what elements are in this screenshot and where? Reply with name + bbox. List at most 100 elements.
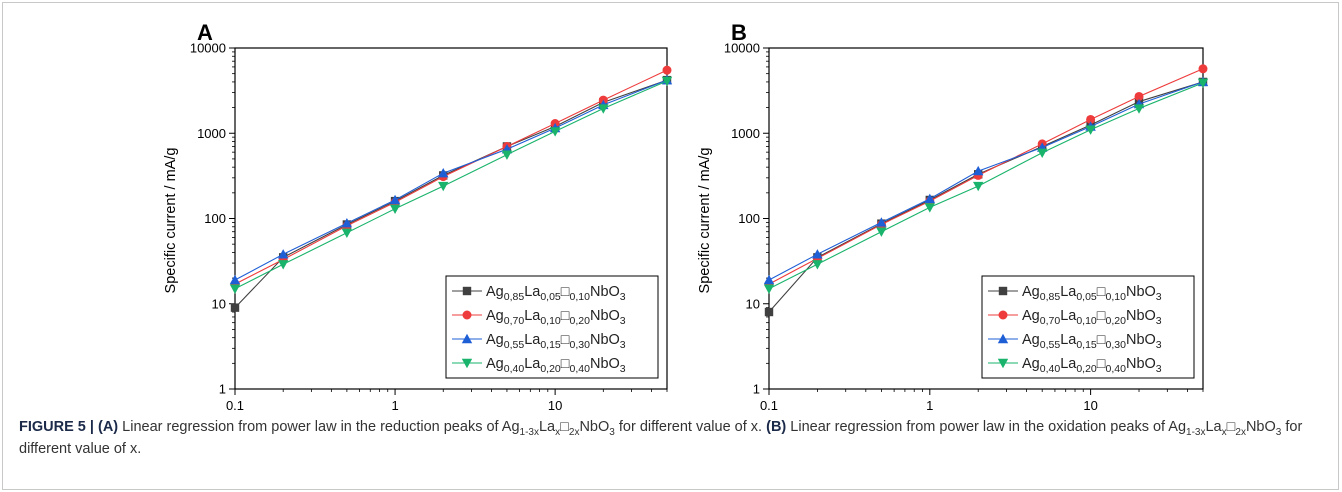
caption-a-sub-3: 2x <box>568 426 580 438</box>
caption-b-text-5: for different value of x. <box>19 419 1303 457</box>
y-tick-label: 10 <box>746 296 760 311</box>
caption-figure-label: FIGURE 5 | <box>19 419 98 435</box>
caption-b-sub-3: 2x <box>1235 426 1246 438</box>
legend-entry: Ag0,70La0,10□0,20NbO3 <box>452 308 626 327</box>
legend-label: Ag0,85La0,05□0,10NbO3 <box>486 284 626 303</box>
series-line <box>234 80 668 290</box>
y-tick-label: 10000 <box>724 41 760 56</box>
data-point <box>763 284 775 294</box>
x-tick-label: 1 <box>391 398 398 413</box>
data-point <box>661 76 673 87</box>
legend-label: Ag0,85La0,05□0,10NbO3 <box>1022 284 1162 303</box>
data-point <box>924 203 936 213</box>
series-line <box>768 82 1204 290</box>
data-point <box>549 127 561 137</box>
data-point <box>277 260 289 270</box>
data-point <box>230 303 240 312</box>
caption-a-sub-2: x <box>555 426 561 438</box>
data-point <box>1133 104 1145 114</box>
caption-a-text-1: Linear regression from power law in the … <box>118 419 520 435</box>
data-point <box>876 227 887 237</box>
data-point <box>812 260 823 270</box>
legend-entry: Ag0,85La0,05□0,10NbO3 <box>452 284 626 303</box>
x-tick-label: 10 <box>548 398 562 413</box>
legend-box <box>981 275 1195 379</box>
data-point <box>501 150 513 160</box>
data-point <box>1036 148 1048 158</box>
x-tick-label: 0.1 <box>226 398 244 413</box>
caption-b-text-2: La <box>1205 419 1222 435</box>
y-tick-label: 10 <box>212 296 226 311</box>
y-axis-label: Specific current / mA/g <box>697 148 713 294</box>
legend: Ag0,85La0,05□0,10NbO3 Ag0,70La0,10□0,20Nb… <box>445 275 659 379</box>
y-tick-label: 100 <box>738 211 760 226</box>
x-tick-label: 1 <box>926 398 933 413</box>
legend-entry: Ag0,85La0,05□0,10NbO3 <box>988 284 1162 303</box>
legend-label: Ag0,70La0,10□0,20NbO3 <box>1022 308 1162 327</box>
data-point <box>229 274 241 285</box>
legend-label: Ag0,70La0,10□0,20NbO3 <box>486 308 626 327</box>
panel-label: B <box>731 20 747 45</box>
panel-label: A <box>197 20 213 45</box>
y-tick-label: 1 <box>219 382 226 397</box>
data-point <box>438 181 449 192</box>
data-point <box>1085 125 1096 135</box>
series-line <box>234 79 668 309</box>
y-tick-label: 1000 <box>197 126 226 141</box>
series-2 <box>764 64 1208 289</box>
legend-marker <box>997 358 1009 369</box>
data-point <box>812 249 823 259</box>
data-point <box>1086 114 1096 124</box>
legend-marker <box>998 310 1008 320</box>
data-point <box>973 165 984 176</box>
data-point <box>438 167 449 178</box>
data-point <box>876 217 887 227</box>
data-point <box>662 65 672 75</box>
legend: Ag0,85La0,05□0,10NbO3 Ag0,70La0,10□0,20Nb… <box>981 275 1195 379</box>
caption-a-text-2: La <box>538 419 556 435</box>
legend-box <box>445 275 659 379</box>
data-point <box>389 194 401 205</box>
caption-a-text-4: NbO <box>579 419 610 435</box>
data-point <box>764 307 774 317</box>
y-tick-label: 1000 <box>731 126 760 141</box>
caption-a-text-5: for different value of x. <box>614 419 767 435</box>
legend-label: Ag0,55La0,15□0,30NbO3 <box>486 332 626 351</box>
caption-b-sub-1: 1-3x <box>1186 426 1206 438</box>
caption-b-text-4: NbO <box>1245 419 1276 435</box>
legend-marker <box>998 286 1008 296</box>
caption-b-sub-4: 3 <box>1275 426 1282 438</box>
data-point <box>924 193 936 204</box>
caption-a-sub-1: 1-3x <box>519 426 539 438</box>
legend-entry: Ag0,70La0,10□0,20NbO3 <box>988 308 1162 327</box>
legend-label: Ag0,55La0,15□0,30NbO3 <box>1022 332 1162 351</box>
x-tick-label: 10 <box>1083 398 1097 413</box>
data-point <box>763 274 775 285</box>
data-point <box>598 104 609 114</box>
legend-entry: Ag0,55La0,15□0,30NbO3 <box>988 332 1162 351</box>
data-point <box>277 249 289 259</box>
caption-part-a-label: (A) <box>98 419 119 435</box>
data-point <box>1198 64 1208 74</box>
legend-entry: Ag0,40La0,20□0,40NbO3 <box>452 356 626 375</box>
data-point <box>973 181 984 192</box>
y-tick-label: 10000 <box>190 41 226 56</box>
legend-marker <box>997 333 1009 344</box>
legend-entry: Ag0,55La0,15□0,30NbO3 <box>452 332 626 351</box>
legend-label: Ag0,40La0,20□0,40NbO3 <box>486 356 626 375</box>
x-tick-label: 0.1 <box>760 398 778 413</box>
y-tick-label: 100 <box>204 211 226 226</box>
data-point <box>341 228 353 238</box>
series-4 <box>229 76 673 294</box>
caption-b-text-1: Linear regression from power law in the … <box>786 419 1187 435</box>
legend-marker <box>461 358 473 369</box>
caption-a-text-3: □ <box>560 419 569 435</box>
series-4 <box>763 78 1209 294</box>
caption-b-sub-2: x <box>1221 426 1227 438</box>
series-2 <box>230 65 672 289</box>
data-point <box>389 204 401 214</box>
